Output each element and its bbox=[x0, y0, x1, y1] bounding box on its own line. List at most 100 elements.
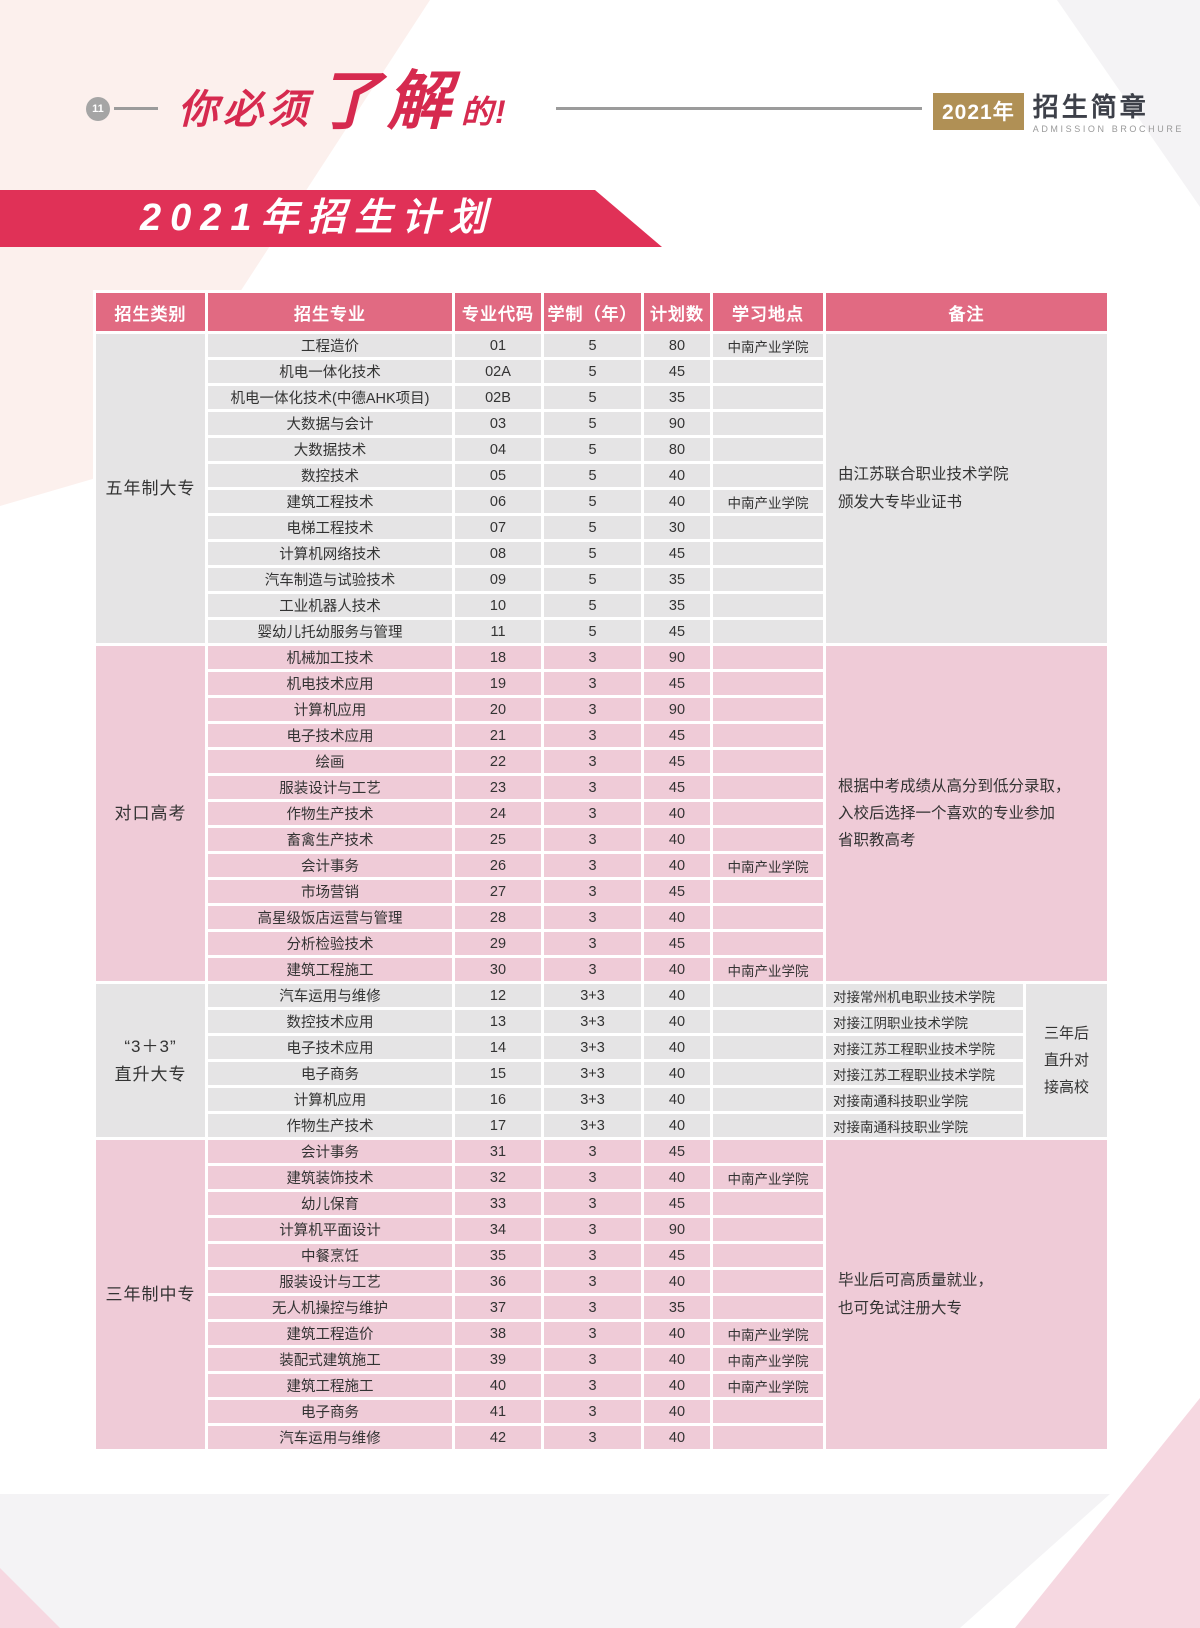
cell-location bbox=[710, 721, 826, 750]
cell-plan: 45 bbox=[641, 1189, 713, 1218]
cell-years: 3 bbox=[541, 1397, 644, 1426]
col-header-2: 专业代码 bbox=[452, 290, 544, 334]
table-row: 分析检验技术 29 3 45 bbox=[95, 929, 1109, 958]
cell-major: 建筑工程施工 bbox=[205, 1371, 455, 1400]
cell-plan: 90 bbox=[641, 695, 713, 724]
cell-major: 机电技术应用 bbox=[205, 669, 455, 698]
cell-location bbox=[710, 1293, 826, 1322]
cell-location bbox=[710, 435, 826, 464]
table-row: 对口高考 机械加工技术 18 3 90 根据中考成绩从高分到低分录取， 入校后选择一个喜欢… bbox=[93, 643, 1110, 984]
cell-plan: 40 bbox=[641, 825, 713, 854]
cell-plan: 40 bbox=[641, 1345, 713, 1374]
cell-plan: 40 bbox=[641, 1059, 713, 1088]
cell-code: 05 bbox=[452, 461, 544, 490]
cell-years: 3 bbox=[541, 1423, 644, 1452]
cell-major: 婴幼儿托幼服务与管理 bbox=[205, 617, 455, 646]
cell-code: 21 bbox=[452, 721, 544, 750]
cell-major: 幼儿保育 bbox=[205, 1189, 455, 1218]
table-row: 计算机平面设计 34 3 90 bbox=[95, 1215, 1109, 1244]
cell-years: 3 bbox=[541, 773, 644, 802]
cell-code: 28 bbox=[452, 903, 544, 932]
cell-plan: 35 bbox=[641, 1293, 713, 1322]
title-part-3: 的! bbox=[461, 94, 508, 130]
cell-years: 3+3 bbox=[541, 1085, 644, 1114]
cell-plan: 45 bbox=[641, 877, 713, 906]
section-banner: 2021年招生计划 bbox=[0, 190, 662, 247]
cell-major: 分析检验技术 bbox=[205, 929, 455, 958]
col-header-5: 学习地点 bbox=[710, 290, 826, 334]
page-number: 11 bbox=[92, 103, 104, 115]
cell-location bbox=[710, 825, 826, 854]
cell-plan: 40 bbox=[641, 1423, 713, 1452]
cell-years: 3 bbox=[541, 1163, 644, 1192]
cell-plan: 45 bbox=[641, 721, 713, 750]
cell-years: 3 bbox=[541, 1319, 644, 1348]
section-banner-title: 2021年招生计划 bbox=[140, 197, 496, 239]
cell-major: 会计事务 bbox=[205, 1137, 455, 1166]
cell-years: 5 bbox=[541, 591, 644, 620]
table-row: 婴幼儿托幼服务与管理 11 5 45 bbox=[95, 617, 1109, 646]
col-header-3: 学制（年） bbox=[541, 290, 644, 334]
cell-category-0: 五年制大专 bbox=[93, 331, 208, 646]
table-row: 无人机操控与维护 37 3 35 bbox=[95, 1293, 1109, 1322]
table-row: 电子商务 41 3 40 bbox=[95, 1397, 1109, 1426]
cell-major: 中餐烹饪 bbox=[205, 1241, 455, 1270]
cell-plan: 90 bbox=[641, 409, 713, 438]
cell-major: 汽车运用与维修 bbox=[205, 981, 455, 1010]
cell-major: 工程造价 bbox=[205, 331, 455, 360]
cell-years: 3 bbox=[541, 747, 644, 776]
cell-location bbox=[710, 539, 826, 568]
cell-years: 3+3 bbox=[541, 1033, 644, 1062]
cell-link-college: 对接江苏工程职业技术学院 bbox=[823, 1059, 1026, 1088]
cell-plan: 80 bbox=[641, 331, 713, 360]
cell-code: 23 bbox=[452, 773, 544, 802]
table-row: 五年制大专 工程造价 01 5 80 中南产业学院 由江苏联合职业技术学院 颁发大专毕业证书 bbox=[93, 331, 1110, 646]
cell-years: 5 bbox=[541, 513, 644, 542]
cell-location bbox=[710, 591, 826, 620]
cell-plan: 80 bbox=[641, 435, 713, 464]
cell-location bbox=[710, 773, 826, 802]
cell-code: 42 bbox=[452, 1423, 544, 1452]
cell-location bbox=[710, 643, 826, 672]
cell-years: 5 bbox=[541, 331, 644, 360]
cell-plan: 90 bbox=[641, 1215, 713, 1244]
cell-location: 中南产业学院 bbox=[710, 1345, 826, 1374]
cell-major: 数控技术 bbox=[205, 461, 455, 490]
cell-code: 38 bbox=[452, 1319, 544, 1348]
brand-subtitle: ADMISSION BROCHURE bbox=[1032, 123, 1185, 134]
cell-location bbox=[710, 799, 826, 828]
brochure-brand: 2021年 招生简章 ADMISSION BROCHURE bbox=[933, 93, 1184, 134]
cell-years: 5 bbox=[541, 409, 644, 438]
cell-plan: 35 bbox=[641, 591, 713, 620]
cell-years: 5 bbox=[541, 539, 644, 568]
cell-code: 12 bbox=[452, 981, 544, 1010]
cell-code: 29 bbox=[452, 929, 544, 958]
year-badge: 2021年 bbox=[933, 93, 1024, 130]
cell-link-college: 对接南通科技职业学院 bbox=[823, 1111, 1026, 1140]
table-row: 畜禽生产技术 25 3 40 bbox=[95, 825, 1109, 854]
cell-code: 15 bbox=[452, 1059, 544, 1088]
cell-code: 01 bbox=[452, 331, 544, 360]
table-row: 计算机应用 20 3 90 bbox=[95, 695, 1109, 724]
table-row: 会计事务 26 3 40 中南产业学院 bbox=[95, 851, 1109, 880]
table-row: 计算机应用 16 3+3 40 对接南通科技职业学院 bbox=[95, 1085, 1109, 1114]
cell-years: 3 bbox=[541, 669, 644, 698]
cell-location bbox=[710, 1111, 826, 1140]
cell-remark-0: 由江苏联合职业技术学院 颁发大专毕业证书 bbox=[823, 331, 1110, 646]
cell-remark-3: 毕业后可高质量就业， 也可免试注册大专 bbox=[823, 1137, 1110, 1452]
cell-major: 建筑工程施工 bbox=[205, 955, 455, 984]
cell-category-3: 三年制中专 bbox=[93, 1137, 208, 1452]
cell-major: 汽车运用与维修 bbox=[205, 1423, 455, 1452]
cell-years: 5 bbox=[541, 617, 644, 646]
cell-location bbox=[710, 565, 826, 594]
cell-location bbox=[710, 1423, 826, 1452]
cell-location bbox=[710, 669, 826, 698]
table-row: 绘画 22 3 45 bbox=[95, 747, 1109, 776]
enrollment-plan-table: 招生类别 招生专业 专业代码 学制（年） 计划数 学习地点 备注 五年制大专 工程造价 01 5 80… bbox=[93, 290, 1110, 1452]
cell-plan: 40 bbox=[641, 903, 713, 932]
title-part-1: 你必须 bbox=[178, 88, 313, 132]
cell-years: 3 bbox=[541, 825, 644, 854]
cell-years: 3 bbox=[541, 1241, 644, 1270]
cell-years: 3 bbox=[541, 851, 644, 880]
plan-table: 招生类别 招生专业 专业代码 学制（年） 计划数 学习地点 备注 五年制大专 工程造价 01 5 80… bbox=[93, 290, 1110, 1452]
